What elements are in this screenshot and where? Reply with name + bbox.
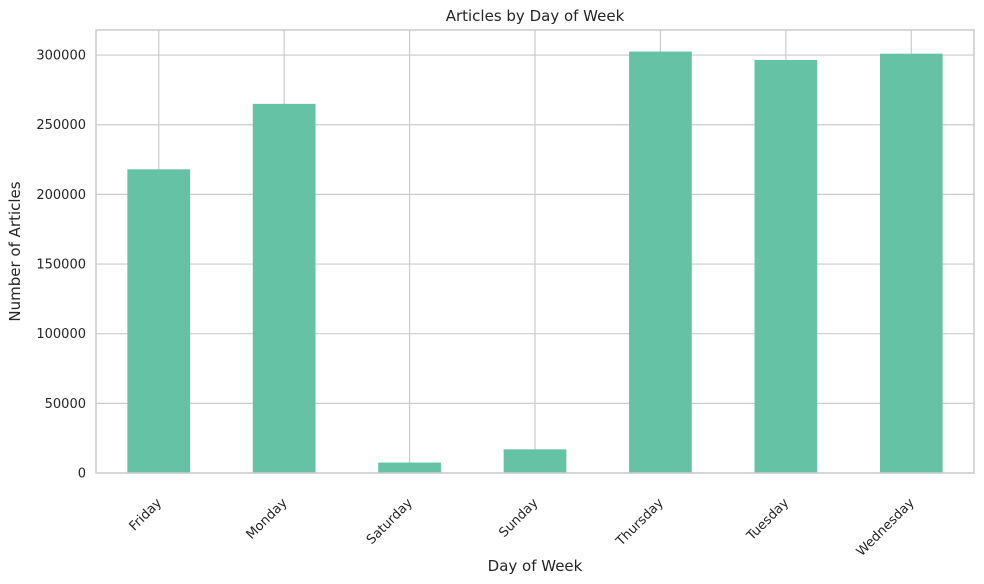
x-tick-label-saturday: Saturday <box>364 495 416 547</box>
bar-sunday <box>503 449 567 473</box>
x-axis-title: Day of Week <box>488 557 583 575</box>
y-tick-label: 150000 <box>36 258 86 273</box>
x-tick-label-monday: Monday <box>244 495 291 542</box>
y-tick-label: 50000 <box>45 397 86 412</box>
y-tick-labels: 0 50000 100000 150000 200000 250000 300000 <box>36 49 86 482</box>
bar-friday <box>127 169 191 474</box>
y-axis-title: Number of Articles <box>6 181 24 321</box>
bar-saturday <box>378 462 441 473</box>
grid-lines <box>96 30 974 474</box>
x-tick-label-friday: Friday <box>127 495 166 534</box>
bar-thursday <box>629 51 692 473</box>
bar-wednesday <box>879 53 943 474</box>
x-tick-label-thursday: Thursday <box>613 495 667 549</box>
bars <box>127 51 943 474</box>
plot-frame <box>95 29 975 474</box>
y-tick-label: 100000 <box>36 327 86 342</box>
y-tick-label: 300000 <box>36 49 86 64</box>
x-tick-label-wednesday: Wednesday <box>854 495 918 559</box>
chart-title: Articles by Day of Week <box>446 7 625 25</box>
y-tick-label: 250000 <box>36 118 86 133</box>
bar-monday <box>252 103 316 473</box>
x-tick-label-tuesday: Tuesday <box>743 495 792 544</box>
x-tick-labels: Friday Monday Saturday Sunday Thursday Tuesda… <box>127 495 918 559</box>
y-tick-label: 0 <box>78 467 86 482</box>
x-tick-label-sunday: Sunday <box>496 496 541 541</box>
bar-tuesday <box>754 59 818 473</box>
y-tick-label: 200000 <box>36 188 86 203</box>
